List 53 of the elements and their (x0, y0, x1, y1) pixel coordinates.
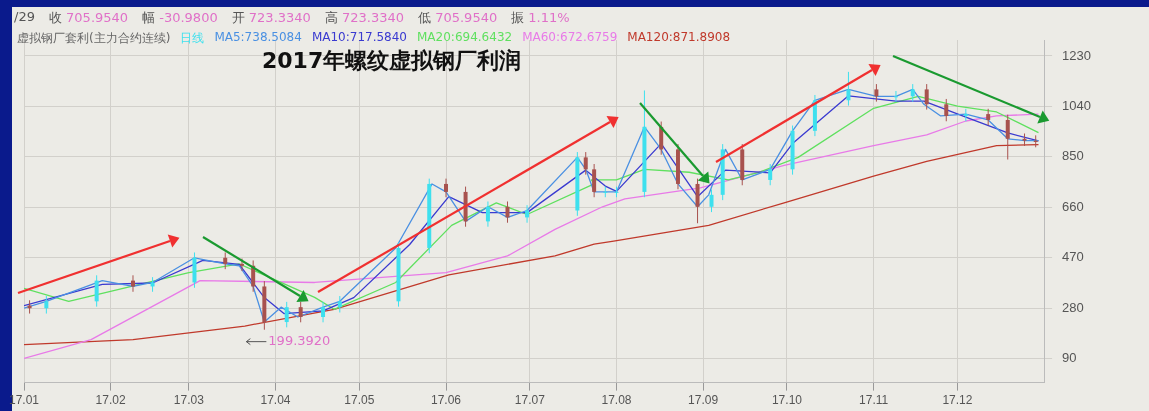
candlestick (284, 301, 289, 328)
chart-subtitle: 虚拟钢厂套利(主力合约连续) (17, 30, 171, 47)
annotation: 199.3920 (268, 333, 331, 349)
x-tick-label: 17.08 (601, 393, 632, 408)
text: 幅 -30.9800 (142, 9, 218, 27)
y-tick-label: 660 (1062, 198, 1084, 214)
candlestick (709, 189, 714, 213)
text: MA20:694.6432 (417, 30, 513, 46)
x-tick-label: 17.09 (688, 393, 719, 408)
candlestick (485, 200, 490, 228)
text: /29 (14, 9, 35, 26)
y-tick-label: 470 (1062, 249, 1084, 265)
x-tick-label: 17.05 (344, 393, 375, 408)
text: 日线 (180, 30, 205, 47)
candlestick (846, 71, 851, 107)
candlestick (893, 90, 898, 103)
chart-title: 2017年螺纹虚拟钢厂利润 (262, 47, 522, 75)
text: MA60:672.6759 (522, 30, 618, 46)
text: 开 723.3340 (231, 9, 311, 27)
x-tick-label: 17.06 (430, 393, 462, 408)
candlestick (444, 178, 449, 198)
y-tick-label: 1230 (1062, 47, 1091, 63)
x-tick-label: 17.04 (260, 393, 291, 408)
y-tick-label: 90 (1062, 350, 1077, 366)
candlestick (924, 83, 929, 111)
text: MA10:717.5840 (311, 30, 408, 46)
x-tick-label: 17.10 (771, 393, 803, 408)
candlestick (592, 163, 597, 198)
x-tick-label: 17.12 (942, 393, 973, 408)
candlestick (94, 274, 99, 308)
y-tick-label: 850 (1062, 148, 1084, 164)
x-tick-label: 17.07 (514, 393, 546, 408)
text: MA5:738.5084 (214, 30, 302, 46)
candlestick (1005, 114, 1010, 161)
text: 高 723.3340 (324, 9, 405, 27)
x-tick-label: 17.03 (173, 393, 205, 408)
candlestick (298, 301, 303, 323)
y-tick-label: 1040 (1062, 97, 1091, 113)
candlestick (1022, 132, 1027, 147)
candlestick (583, 151, 588, 176)
text: 低 705.9540 (418, 9, 498, 27)
candlestick (768, 163, 773, 186)
x-tick-label: 17.02 (95, 393, 126, 408)
candlestick (321, 301, 326, 323)
y-tick-label: 280 (1062, 299, 1084, 315)
candlestick (239, 258, 244, 272)
candlestick (695, 178, 700, 224)
text: 收 705.9540 (48, 9, 129, 27)
candlestick (505, 200, 510, 224)
x-tick-label: 17.11 (859, 393, 889, 408)
text: 振 1.11% (511, 9, 570, 27)
candlestick (944, 98, 949, 122)
text: MA120:871.8908 (627, 30, 731, 46)
